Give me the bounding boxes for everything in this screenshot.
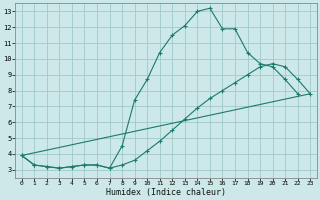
X-axis label: Humidex (Indice chaleur): Humidex (Indice chaleur) [106, 188, 226, 197]
